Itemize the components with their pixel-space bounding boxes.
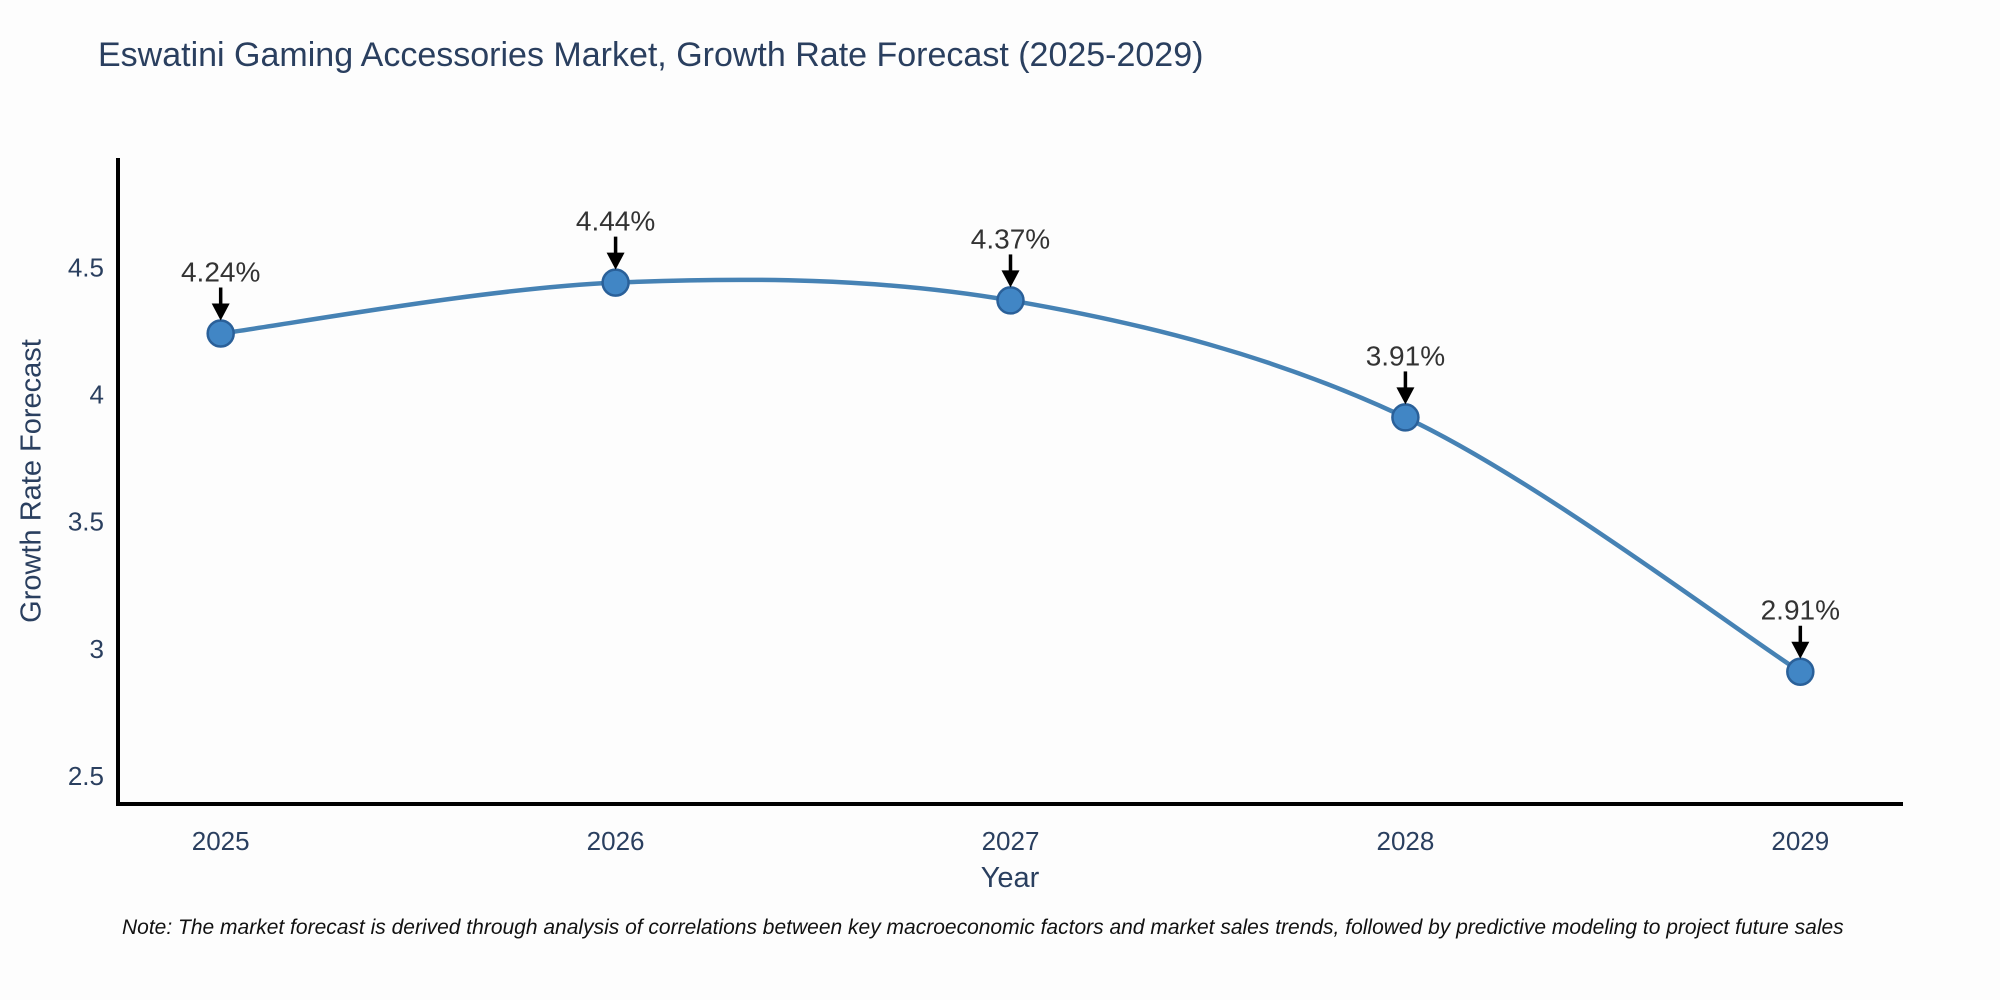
x-tick-label: 2029 (1771, 826, 1829, 856)
annotation-label: 4.44% (576, 206, 655, 237)
annotation-arrowhead (211, 303, 230, 321)
y-tick-label: 3.5 (68, 507, 104, 537)
annotation-arrowhead (606, 252, 625, 270)
y-tick-label: 4 (90, 380, 104, 410)
x-tick-label: 2025 (192, 826, 250, 856)
x-tick-label: 2028 (1376, 826, 1434, 856)
annotation-arrowhead (1791, 641, 1810, 659)
annotation-arrowhead (1001, 270, 1020, 288)
y-tick-label: 2.5 (68, 761, 104, 791)
annotation-label: 2.91% (1761, 595, 1840, 626)
y-tick-label: 4.5 (68, 252, 104, 282)
chart-title: Eswatini Gaming Accessories Market, Grow… (98, 36, 1204, 74)
x-tick-label: 2027 (982, 826, 1040, 856)
annotation-label: 4.24% (181, 256, 260, 287)
data-point-marker (1786, 657, 1815, 686)
annotation-label: 3.91% (1366, 340, 1445, 371)
y-tick-label: 3 (90, 634, 104, 664)
trend-line (220, 277, 1802, 674)
data-point-marker (206, 319, 235, 348)
x-tick-label: 2026 (587, 826, 645, 856)
data-point-marker (601, 268, 630, 297)
data-point-marker (1391, 403, 1420, 432)
footnote-text: Note: The market forecast is derived thr… (122, 916, 1844, 939)
x-axis-title: Year (980, 862, 1040, 894)
annotation-arrowhead (1396, 387, 1415, 405)
annotation-label: 4.37% (971, 223, 1050, 254)
data-point-marker (996, 286, 1025, 315)
